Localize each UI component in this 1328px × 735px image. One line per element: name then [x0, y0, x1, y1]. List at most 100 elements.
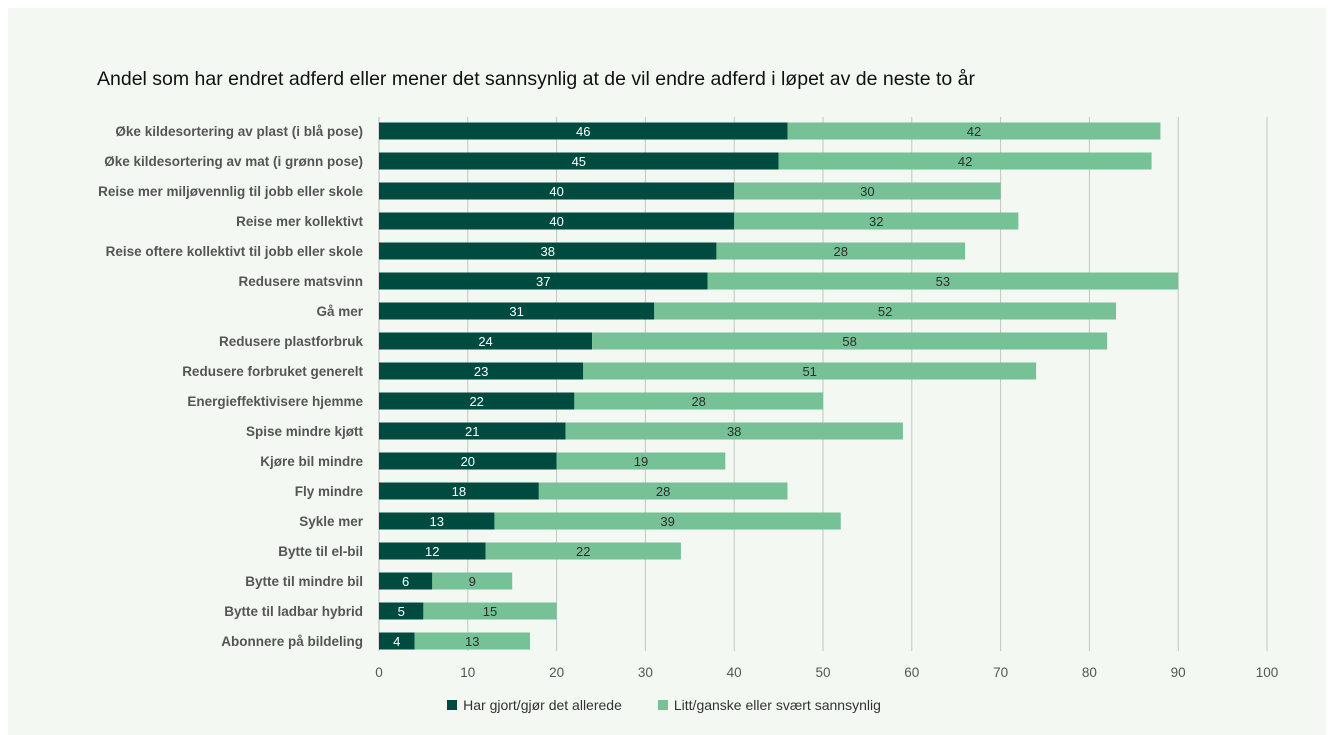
bar-already: [379, 242, 717, 260]
data-label: 6: [402, 574, 409, 589]
bar-likely: [414, 632, 530, 650]
data-label: 32: [869, 214, 883, 229]
legend-label-likely: Litt/ganske eller svært sannsynlig: [673, 697, 881, 713]
category-label: Spise mindre kjøtt: [246, 424, 364, 439]
bar-already: [379, 302, 655, 320]
data-label: 40: [549, 214, 563, 229]
bar-likely: [716, 242, 966, 260]
bar-already: [379, 392, 575, 410]
x-tick-label: 80: [1082, 665, 1097, 680]
bar-likely: [778, 152, 1152, 170]
category-label: Sykle mer: [299, 514, 364, 529]
category-label: Kjøre bil mindre: [260, 454, 363, 469]
category-label: Øke kildesortering av mat (i grønn pose): [104, 154, 363, 169]
bar-likely: [494, 512, 841, 530]
category-label: Reise mer kollektivt: [236, 214, 363, 229]
category-label: Reise oftere kollektivt til jobb eller s…: [106, 244, 364, 259]
bar-likely: [654, 302, 1117, 320]
legend-item-likely: Litt/ganske eller svært sannsynlig: [657, 697, 881, 713]
category-label: Bytte til mindre bil: [245, 574, 363, 589]
data-label: 20: [461, 454, 475, 469]
data-label: 39: [660, 514, 674, 529]
bar-likely: [707, 272, 1179, 290]
data-label: 12: [425, 544, 439, 559]
bar-already: [379, 362, 584, 380]
bar-already: [379, 332, 593, 350]
data-label: 23: [474, 364, 488, 379]
bar-likely: [432, 572, 513, 590]
category-label: Abonnere på bildeling: [221, 634, 363, 649]
bar-likely: [734, 182, 1001, 200]
bar-likely: [734, 212, 1019, 230]
bar-already: [379, 122, 788, 140]
data-label: 51: [802, 364, 816, 379]
x-tick-label: 0: [375, 665, 383, 680]
x-tick-label: 20: [549, 665, 564, 680]
legend-item-already: Har gjort/gjør det allerede: [447, 697, 622, 713]
data-label: 52: [878, 304, 892, 319]
x-tick-label: 50: [815, 665, 830, 680]
bar-likely: [423, 602, 557, 620]
bar-already: [379, 632, 415, 650]
data-label: 28: [834, 244, 848, 259]
data-label: 46: [576, 124, 590, 139]
bar-already: [379, 452, 557, 470]
data-label: 28: [691, 394, 705, 409]
category-label: Reise mer miljøvennlig til jobb eller sk…: [98, 184, 363, 199]
x-tick-label: 90: [1171, 665, 1186, 680]
data-label: 13: [465, 634, 479, 649]
data-label: 22: [469, 394, 483, 409]
bar-already: [379, 602, 424, 620]
category-label: Energieffektivisere hjemme: [187, 394, 363, 409]
bar-already: [379, 152, 779, 170]
data-label: 40: [549, 184, 563, 199]
chart-title: Andel som har endret adferd eller mener …: [97, 68, 976, 90]
data-label: 15: [483, 604, 497, 619]
category-label: Øke kildesortering av plast (i blå pose): [115, 124, 363, 139]
bar-likely: [583, 362, 1037, 380]
bar-likely: [565, 422, 903, 440]
x-tick-label: 40: [727, 665, 742, 680]
bar-already: [379, 212, 735, 230]
data-label: 45: [572, 154, 586, 169]
data-label: 31: [509, 304, 523, 319]
bar-already: [379, 422, 566, 440]
bar-already: [379, 272, 708, 290]
bar-likely: [538, 482, 788, 500]
bar-already: [379, 512, 495, 530]
data-label: 22: [576, 544, 590, 559]
x-tick-label: 70: [993, 665, 1008, 680]
category-label: Bytte til ladbar hybrid: [224, 604, 363, 619]
data-label: 38: [540, 244, 554, 259]
legend-label-already: Har gjort/gjør det allerede: [463, 697, 622, 713]
data-label: 24: [478, 334, 492, 349]
category-label: Gå mer: [316, 304, 363, 319]
data-label: 21: [465, 424, 479, 439]
bar-already: [379, 572, 433, 590]
category-label: Bytte til el-bil: [278, 544, 363, 559]
legend-swatch-already: [447, 700, 458, 710]
bar-already: [379, 542, 486, 560]
data-label: 5: [398, 604, 405, 619]
category-label: Redusere forbruket generelt: [182, 364, 363, 379]
data-label: 42: [958, 154, 972, 169]
x-tick-label: 10: [460, 665, 475, 680]
legend: Har gjort/gjør det allerede Litt/ganske …: [0, 697, 1328, 713]
data-label: 18: [452, 484, 466, 499]
x-tick-label: 100: [1256, 665, 1279, 680]
x-tick-label: 30: [638, 665, 653, 680]
bar-already: [379, 182, 735, 200]
x-tick-label: 60: [904, 665, 919, 680]
data-label: 9: [469, 574, 476, 589]
category-label: Redusere plastforbruk: [219, 334, 364, 349]
data-label: 42: [967, 124, 981, 139]
data-label: 38: [727, 424, 741, 439]
bar-likely: [556, 452, 726, 470]
data-label: 58: [842, 334, 856, 349]
data-label: 37: [536, 274, 550, 289]
bar-already: [379, 482, 539, 500]
data-label: 53: [936, 274, 950, 289]
bar-likely: [592, 332, 1108, 350]
bar-likely: [485, 542, 681, 560]
